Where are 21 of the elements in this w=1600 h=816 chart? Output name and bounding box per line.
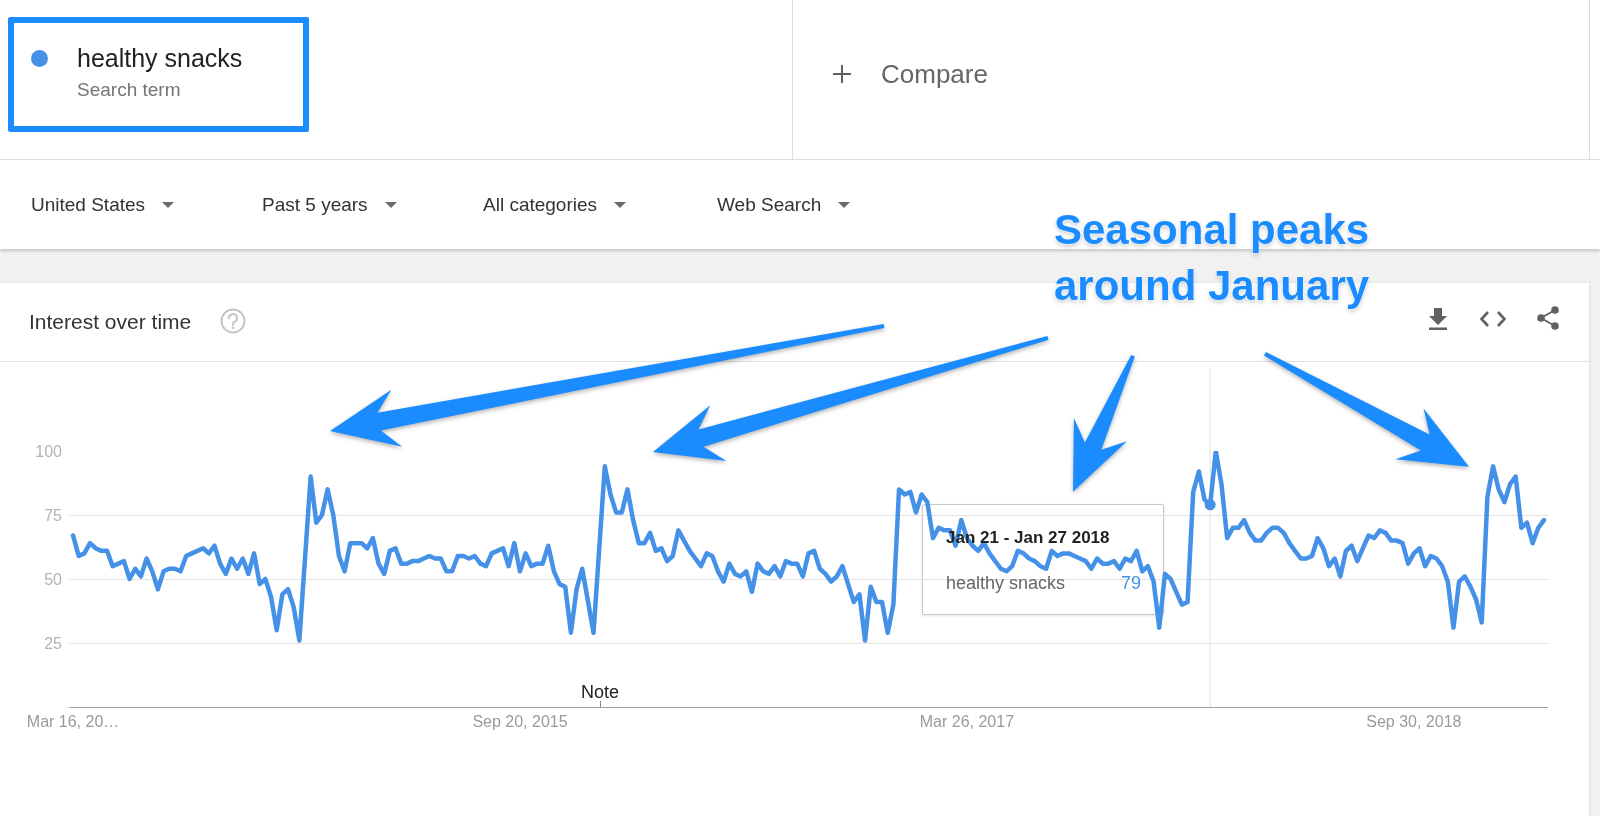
x-tick-label: Sep 30, 2018 xyxy=(1366,713,1462,731)
x-tick-label: Mar 26, 2017 xyxy=(919,713,1015,731)
annotation: 79 xyxy=(1120,572,1141,595)
text: All categories xyxy=(483,193,598,217)
line-series xyxy=(70,451,1547,643)
text: Seasonal peaks around January xyxy=(1054,205,1370,311)
text: healthy snacks xyxy=(946,573,1066,593)
legend-label: healthy snacks xyxy=(77,43,243,73)
x-tick-label: Sep 20, 2015 xyxy=(472,713,568,731)
y-tick-label: 100 xyxy=(35,442,63,460)
text: Past 5 years xyxy=(262,193,368,217)
annotation: Note xyxy=(580,681,620,704)
y-tick-label: 75 xyxy=(44,506,63,524)
x-tick-label: Mar 16, 20… xyxy=(26,713,120,731)
text: Compare xyxy=(881,58,988,90)
text: Web Search xyxy=(717,193,822,217)
text: United States xyxy=(31,193,146,217)
y-tick-label: 25 xyxy=(44,634,63,652)
text: Search term xyxy=(77,78,181,102)
y-tick-label: 50 xyxy=(44,570,63,588)
chart-title: Interest over time xyxy=(29,309,192,335)
